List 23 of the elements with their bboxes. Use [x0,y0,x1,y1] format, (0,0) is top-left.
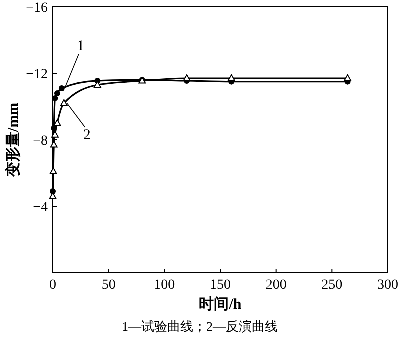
x-tick-label: 50 [102,278,116,293]
y-tick-label: −8 [33,134,48,149]
x-tick-label: 100 [154,278,176,293]
point [54,90,60,96]
point [183,74,191,82]
x-tick-label: 250 [322,278,343,293]
point [344,74,352,82]
point [58,85,65,92]
point [52,95,58,102]
text: 1—试验曲线；2—反演曲线 [122,319,278,334]
y-tick-label: −12 [26,68,48,82]
x-tick-label: 200 [266,278,287,293]
y-axis-title: 变形量/mm [4,102,22,178]
point [228,74,236,82]
legend-label: 2 [83,127,91,144]
x-axis-title: 时间/h [199,296,242,313]
x-tick-label: 150 [210,278,231,293]
point [60,99,68,106]
y-tick-label: −4 [33,200,48,216]
y-tick-label: −16 [26,1,48,16]
series-label: 1 [77,38,85,54]
x-tick-label: 300 [378,278,398,293]
x-tick-label: 0 [50,278,56,293]
